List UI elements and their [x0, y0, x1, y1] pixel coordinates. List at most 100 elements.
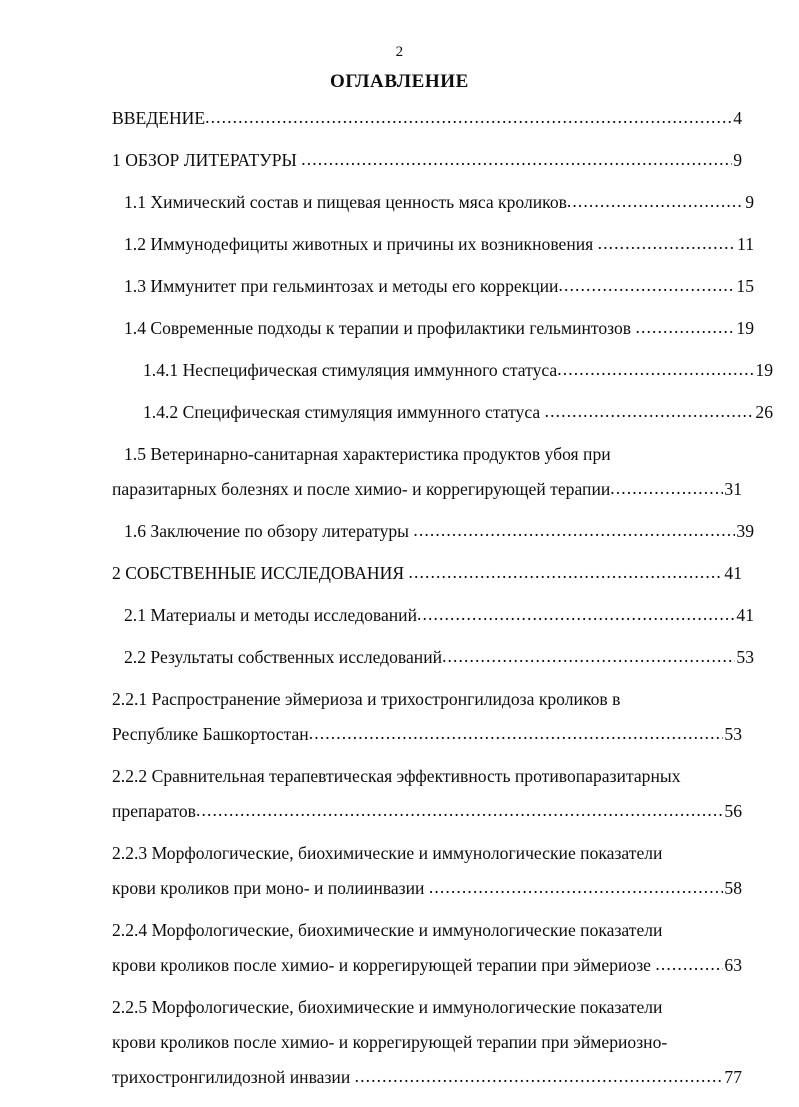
toc-dot-leader [429, 873, 724, 902]
toc-entry-label: 1.4.2 Специфическая стимуляция иммунного… [143, 402, 545, 422]
toc-entry-line: 1.2 Иммунодефициты животных и причины их… [112, 230, 754, 259]
toc-dot-leader [567, 187, 744, 216]
toc-entry-line: 1.4.2 Специфическая стимуляция иммунного… [112, 398, 773, 427]
toc-entry-label: 2.2.1 Распространение эймериоза и трихос… [112, 689, 621, 709]
toc-entry[interactable]: 1.4.2 Специфическая стимуляция иммунного… [112, 398, 773, 427]
toc-entry-label: трихостронгилидозной инвазии [112, 1067, 355, 1087]
toc-dot-leader [442, 642, 735, 671]
toc-entry[interactable]: 2.1 Материалы и методы исследований 41 [112, 601, 754, 630]
table-of-contents: ВВЕДЕНИЕ 4 1 ОБЗОР ЛИТЕРАТУРЫ 9 1.1 Химичес… [112, 104, 773, 1092]
toc-entry[interactable]: 1.4 Современные подходы к терапии и проф… [112, 314, 754, 343]
toc-entry[interactable]: 1.1 Химический состав и пищевая ценность… [112, 188, 754, 217]
toc-entry[interactable]: 1.4.1 Неспецифическая стимуляция иммунно… [112, 356, 773, 385]
page-folio-number: 2 [395, 44, 404, 60]
toc-entry-label: 2.2.2 Сравнительная терапевтическая эффе… [112, 766, 681, 786]
toc-entry[interactable]: 2.2.5 Морфологические, биохимические и и… [112, 993, 742, 1092]
toc-entry-continuation-line: крови кроликов после химио- и коррегирую… [112, 1028, 742, 1057]
toc-entry-label: 1.6 Заключение по обзору литературы [124, 521, 414, 541]
toc-entry-line: 2.2.4 Морфологические, биохимические и и… [112, 916, 742, 945]
toc-entry-line: 2.2.5 Морфологические, биохимические и и… [112, 993, 742, 1022]
toc-entry-label: 2.1 Материалы и методы исследований [124, 605, 418, 625]
toc-entry-label: 2.2 Результаты собственных исследований [124, 647, 443, 667]
toc-entry[interactable]: ВВЕДЕНИЕ 4 [112, 104, 742, 133]
toc-entry-label: крови кроликов при моно- и полиинвазии [112, 878, 429, 898]
toc-entry-label: 1.5 Ветеринарно-санитарная характеристик… [124, 444, 611, 464]
toc-entry-continuation-line: препаратов 56 [112, 797, 742, 826]
toc-page-number: 9 [733, 150, 742, 170]
toc-page-number: 41 [724, 563, 742, 583]
toc-entry[interactable]: 2.2.2 Сравнительная терапевтическая эффе… [112, 762, 742, 826]
toc-entry[interactable]: 2 СОБСТВЕННЫЕ ИССЛЕДОВАНИЯ 41 [112, 559, 742, 588]
toc-entry[interactable]: 1.2 Иммунодефициты животных и причины их… [112, 230, 754, 259]
page-title: ОГЛАВЛЕНИЕ [330, 71, 469, 92]
toc-page-number: 11 [737, 234, 754, 254]
toc-entry-continuation-line: паразитарных болезнях и после химио- и к… [112, 475, 742, 504]
toc-page-number: 39 [736, 521, 754, 541]
toc-entry[interactable]: 1.3 Иммунитет при гельминтозах и методы … [112, 271, 754, 301]
toc-page-number: 77 [724, 1067, 742, 1087]
toc-entry-continuation-line: крови кроликов после химио- и коррегирую… [112, 951, 742, 980]
toc-entry-line: 1 ОБЗОР ЛИТЕРАТУРЫ 9 [112, 146, 742, 175]
toc-entry-label: препаратов [112, 801, 196, 821]
toc-entry-label: крови кроликов после химио- и коррегирую… [112, 955, 656, 975]
toc-dot-leader [301, 145, 732, 174]
toc-dot-leader [413, 516, 735, 545]
toc-entry-line: 2.2.1 Распространение эймериоза и трихос… [112, 685, 742, 714]
toc-entry-label: 2.2.3 Морфологические, биохимические и и… [112, 843, 663, 863]
toc-page-number: 4 [733, 108, 742, 128]
toc-entry-continuation-line: трихостронгилидозной инвазии 77 [112, 1063, 742, 1092]
toc-entry[interactable]: 1 ОБЗОР ЛИТЕРАТУРЫ 9 [112, 146, 742, 175]
toc-page-number: 41 [736, 605, 754, 625]
toc-entry[interactable]: 2.2 Результаты собственных исследований 5… [112, 643, 754, 672]
toc-entry-continuation-line: Республике Башкортостан 53 [112, 720, 742, 749]
toc-entry[interactable]: 2.2.1 Распространение эймериоза и трихос… [112, 685, 742, 749]
toc-dot-leader [598, 229, 736, 258]
toc-entry-label: Республике Башкортостан [112, 724, 309, 744]
toc-dot-leader [205, 103, 732, 132]
toc-entry-line: 1.1 Химический состав и пищевая ценность… [112, 188, 754, 217]
toc-page-number: 9 [745, 192, 754, 212]
toc-dot-leader [196, 796, 723, 825]
toc-page-number: 15 [736, 276, 754, 296]
toc-entry-line: 2.1 Материалы и методы исследований 41 [112, 601, 754, 630]
toc-entry-line: 1.4.1 Неспецифическая стимуляция иммунно… [112, 356, 773, 385]
toc-page-number: 26 [755, 402, 773, 422]
toc-dot-leader [545, 397, 755, 426]
toc-page-number: 53 [724, 724, 742, 744]
toc-dot-leader [558, 271, 735, 300]
toc-entry-label: 1.4.1 Неспецифическая стимуляция иммунно… [143, 360, 558, 380]
toc-entry[interactable]: 2.2.3 Морфологические, биохимические и и… [112, 839, 742, 903]
toc-entry-label: паразитарных болезнях и после химио- и к… [112, 479, 611, 499]
toc-entry-continuation-line: крови кроликов при моно- и полиинвазии 5… [112, 874, 742, 903]
toc-page-number: 56 [724, 801, 742, 821]
toc-entry-label: ВВЕДЕНИЕ [112, 108, 206, 128]
toc-page-number: 19 [736, 318, 754, 338]
toc-page-number: 31 [724, 479, 742, 499]
toc-dot-leader [408, 558, 723, 587]
toc-entry[interactable]: 1.5 Ветеринарно-санитарная характеристик… [112, 440, 742, 504]
toc-dot-leader [417, 600, 735, 629]
toc-entry-label: 2.2.5 Морфологические, биохимические и и… [112, 997, 663, 1017]
toc-entry-label: крови кроликов после химио- и коррегирую… [112, 1032, 668, 1052]
toc-dot-leader [309, 719, 724, 748]
toc-entry-label: 2.2.4 Морфологические, биохимические и и… [112, 920, 663, 940]
toc-dot-leader [610, 474, 723, 503]
toc-entry-label: 1.4 Современные подходы к терапии и проф… [124, 318, 636, 338]
toc-entry-line: 1.6 Заключение по обзору литературы 39 [112, 517, 754, 546]
toc-page-number: 19 [755, 360, 773, 380]
toc-page-number: 63 [724, 955, 742, 975]
toc-entry-line: 2.2 Результаты собственных исследований 5… [112, 643, 754, 672]
toc-entry-label: 1.1 Химический состав и пищевая ценность… [124, 192, 567, 212]
toc-entry-line: ВВЕДЕНИЕ 4 [112, 104, 742, 133]
toc-entry-line: 2.2.2 Сравнительная терапевтическая эффе… [112, 762, 742, 791]
toc-entry-label: 1 ОБЗОР ЛИТЕРАТУРЫ [112, 150, 302, 170]
toc-dot-leader [557, 355, 754, 384]
toc-dot-leader [655, 950, 723, 979]
toc-entry-line: 1.4 Современные подходы к терапии и проф… [112, 314, 754, 343]
toc-page-number: 53 [736, 647, 754, 667]
toc-entry[interactable]: 1.6 Заключение по обзору литературы 39 [112, 517, 754, 546]
toc-page-number: 58 [724, 878, 742, 898]
toc-entry[interactable]: 2.2.4 Морфологические, биохимические и и… [112, 916, 742, 980]
toc-dot-leader [636, 313, 736, 342]
